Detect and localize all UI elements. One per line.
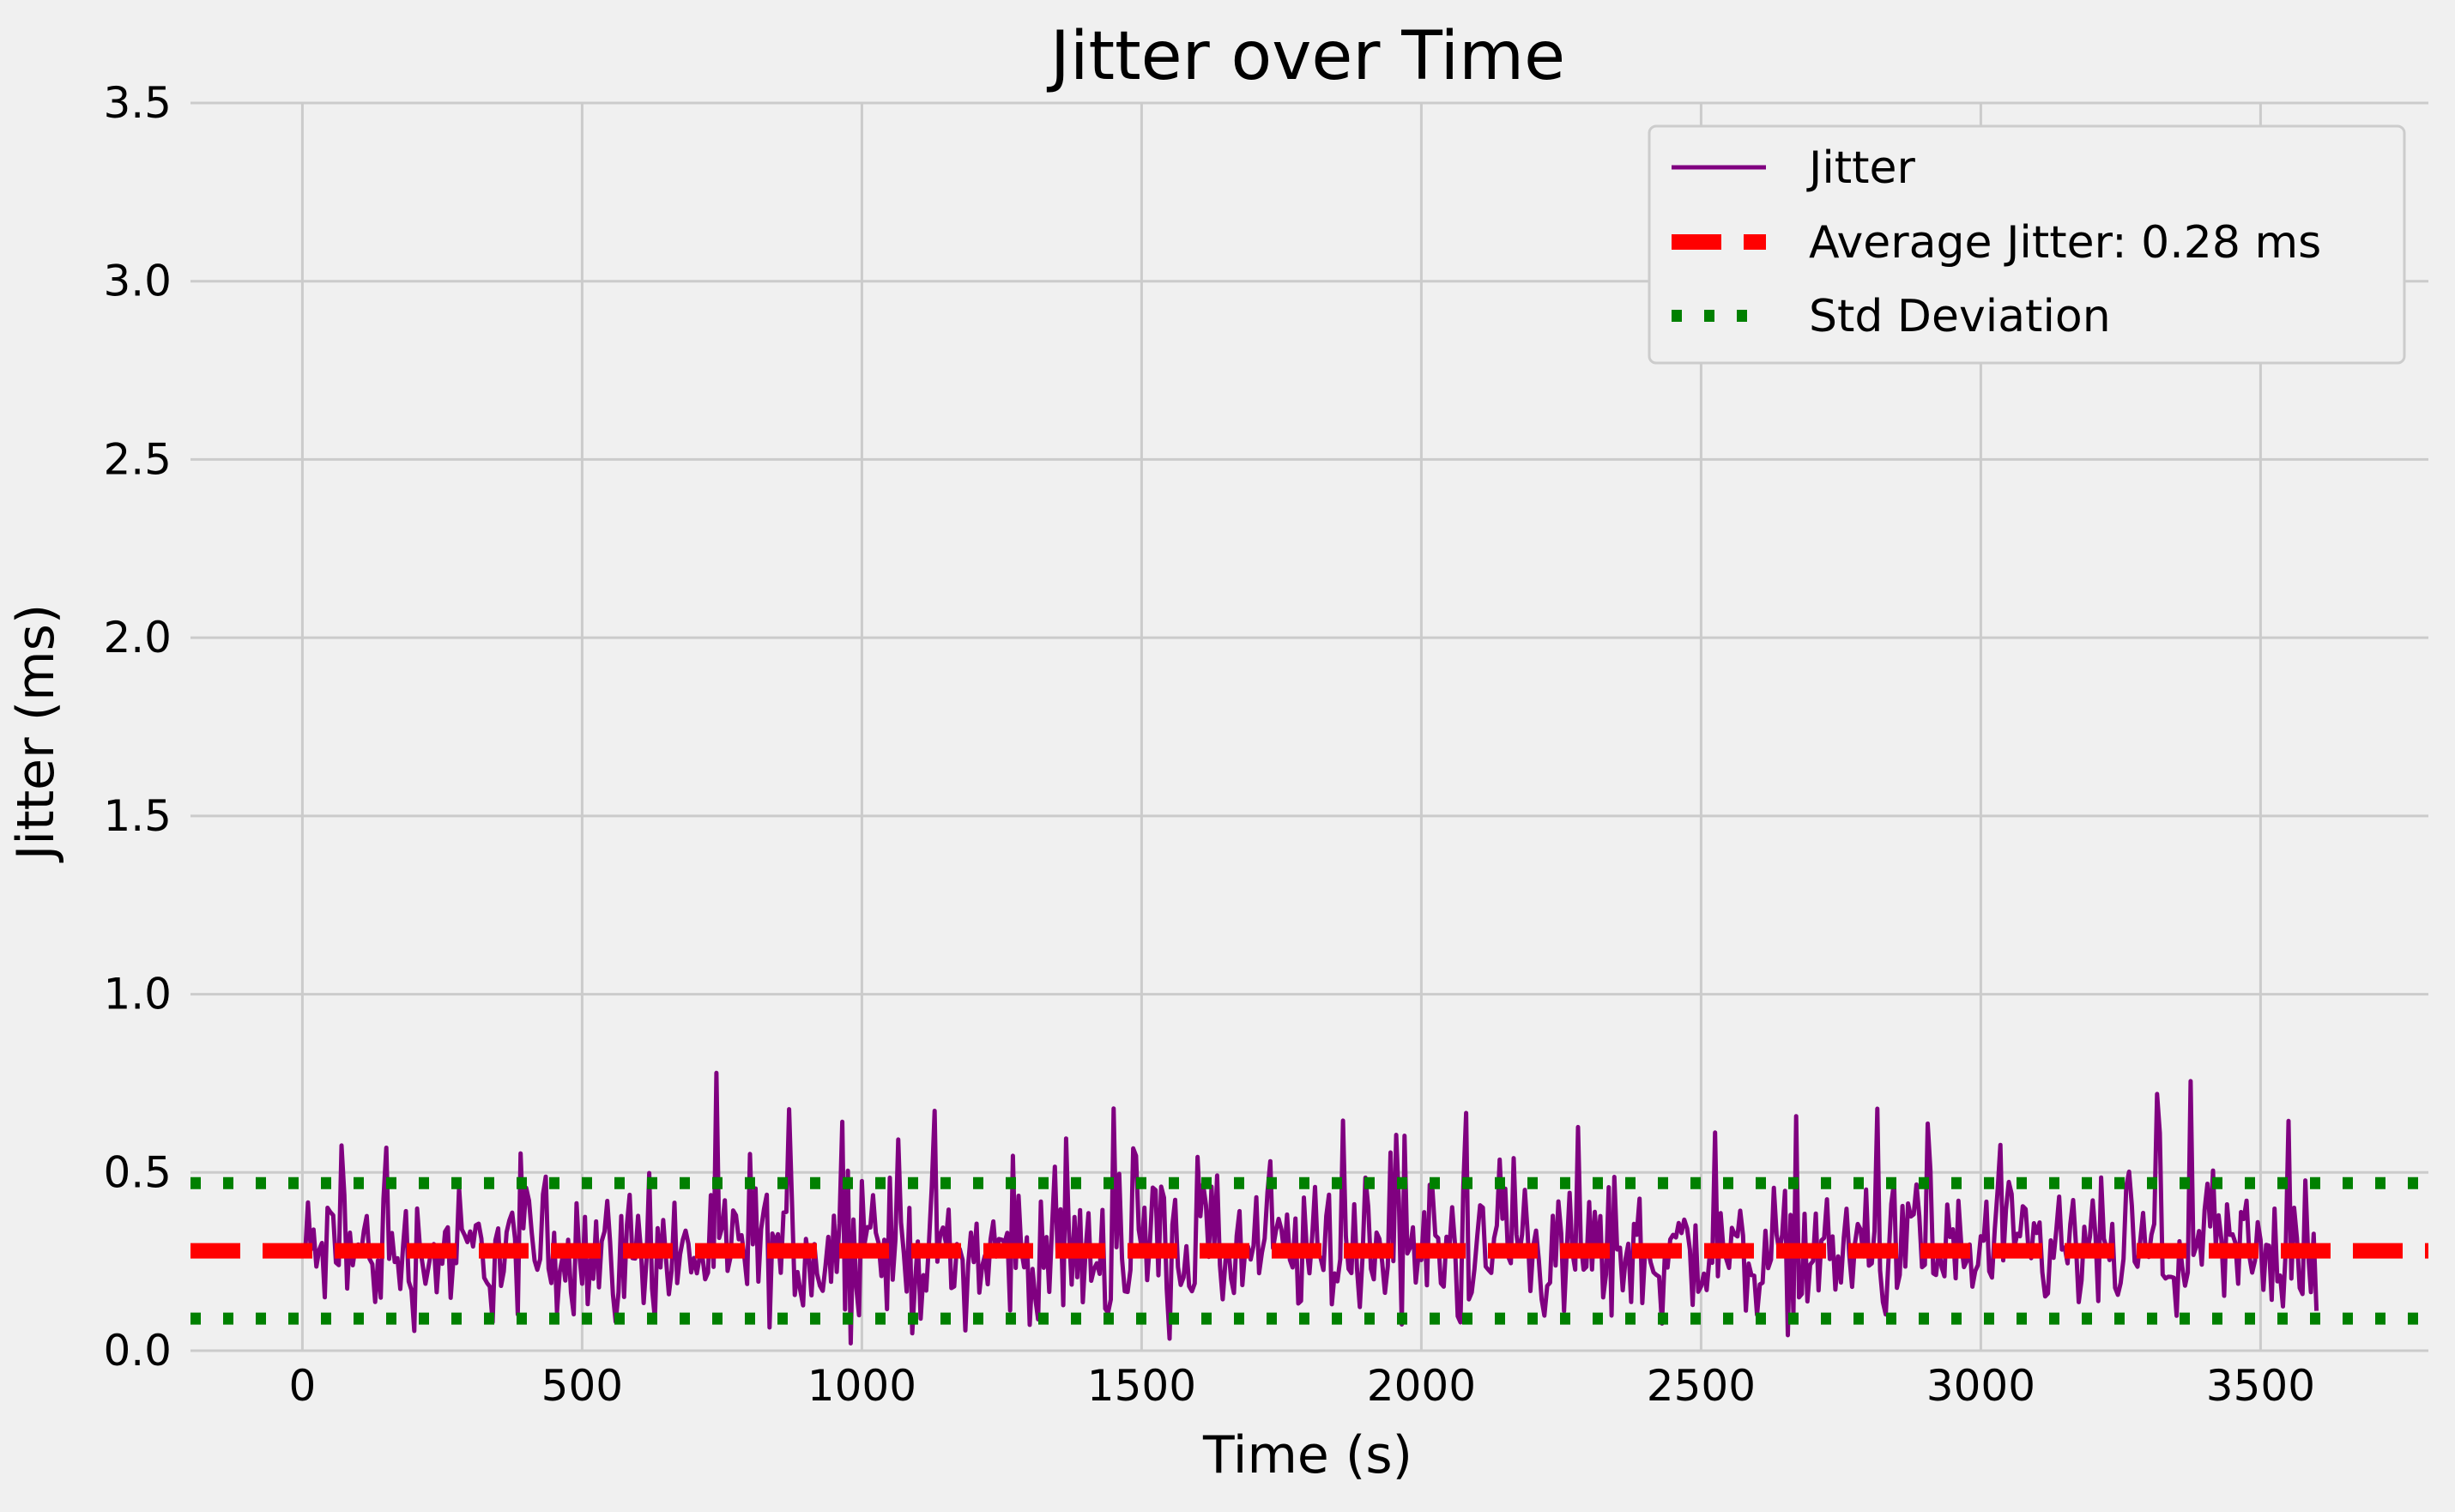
y-tick-label: 1.5 <box>103 791 172 841</box>
y-tick-label: 2.5 <box>103 434 172 484</box>
y-tick-label: 0.5 <box>103 1147 172 1197</box>
y-tick-labels: 0.0 0.5 1.0 1.5 2.0 2.5 3.0 3.5 <box>103 78 172 1376</box>
y-tick-label: 1.0 <box>103 970 172 1019</box>
x-tick-label: 2500 <box>1647 1361 1756 1411</box>
y-axis-title: Jitter (ms) <box>6 604 66 864</box>
x-tick-label: 3000 <box>1926 1361 2035 1411</box>
y-tick-label: 3.5 <box>103 78 172 128</box>
grid <box>190 101 2428 1352</box>
x-tick-label: 3500 <box>2206 1361 2315 1411</box>
legend-label-jitter: Jitter <box>1806 142 1916 194</box>
chart-title: Jitter over Time <box>1046 18 1565 95</box>
x-tick-label: 1000 <box>807 1361 916 1411</box>
legend-box <box>1648 124 2406 365</box>
legend-label-average: Average Jitter: 0.28 ms <box>1809 217 2321 269</box>
legend: Jitter Average Jitter: 0.28 ms Std Devia… <box>1648 124 2406 365</box>
x-tick-label: 2000 <box>1367 1361 1476 1411</box>
x-tick-label: 500 <box>541 1361 623 1411</box>
series-jitter-line <box>300 1070 2319 1346</box>
plot-area <box>190 1070 2428 1346</box>
y-tick-label: 2.0 <box>103 613 172 662</box>
x-axis-title: Time (s) <box>1202 1425 1412 1485</box>
legend-label-std-dev: Std Deviation <box>1809 291 2111 342</box>
y-tick-label: 0.0 <box>103 1326 172 1376</box>
x-tick-labels: 0 500 1000 1500 2000 2500 3000 3500 <box>288 1361 2315 1411</box>
y-tick-label: 3.0 <box>103 257 172 306</box>
x-tick-label: 1500 <box>1087 1361 1196 1411</box>
x-tick-label: 0 <box>288 1361 316 1411</box>
